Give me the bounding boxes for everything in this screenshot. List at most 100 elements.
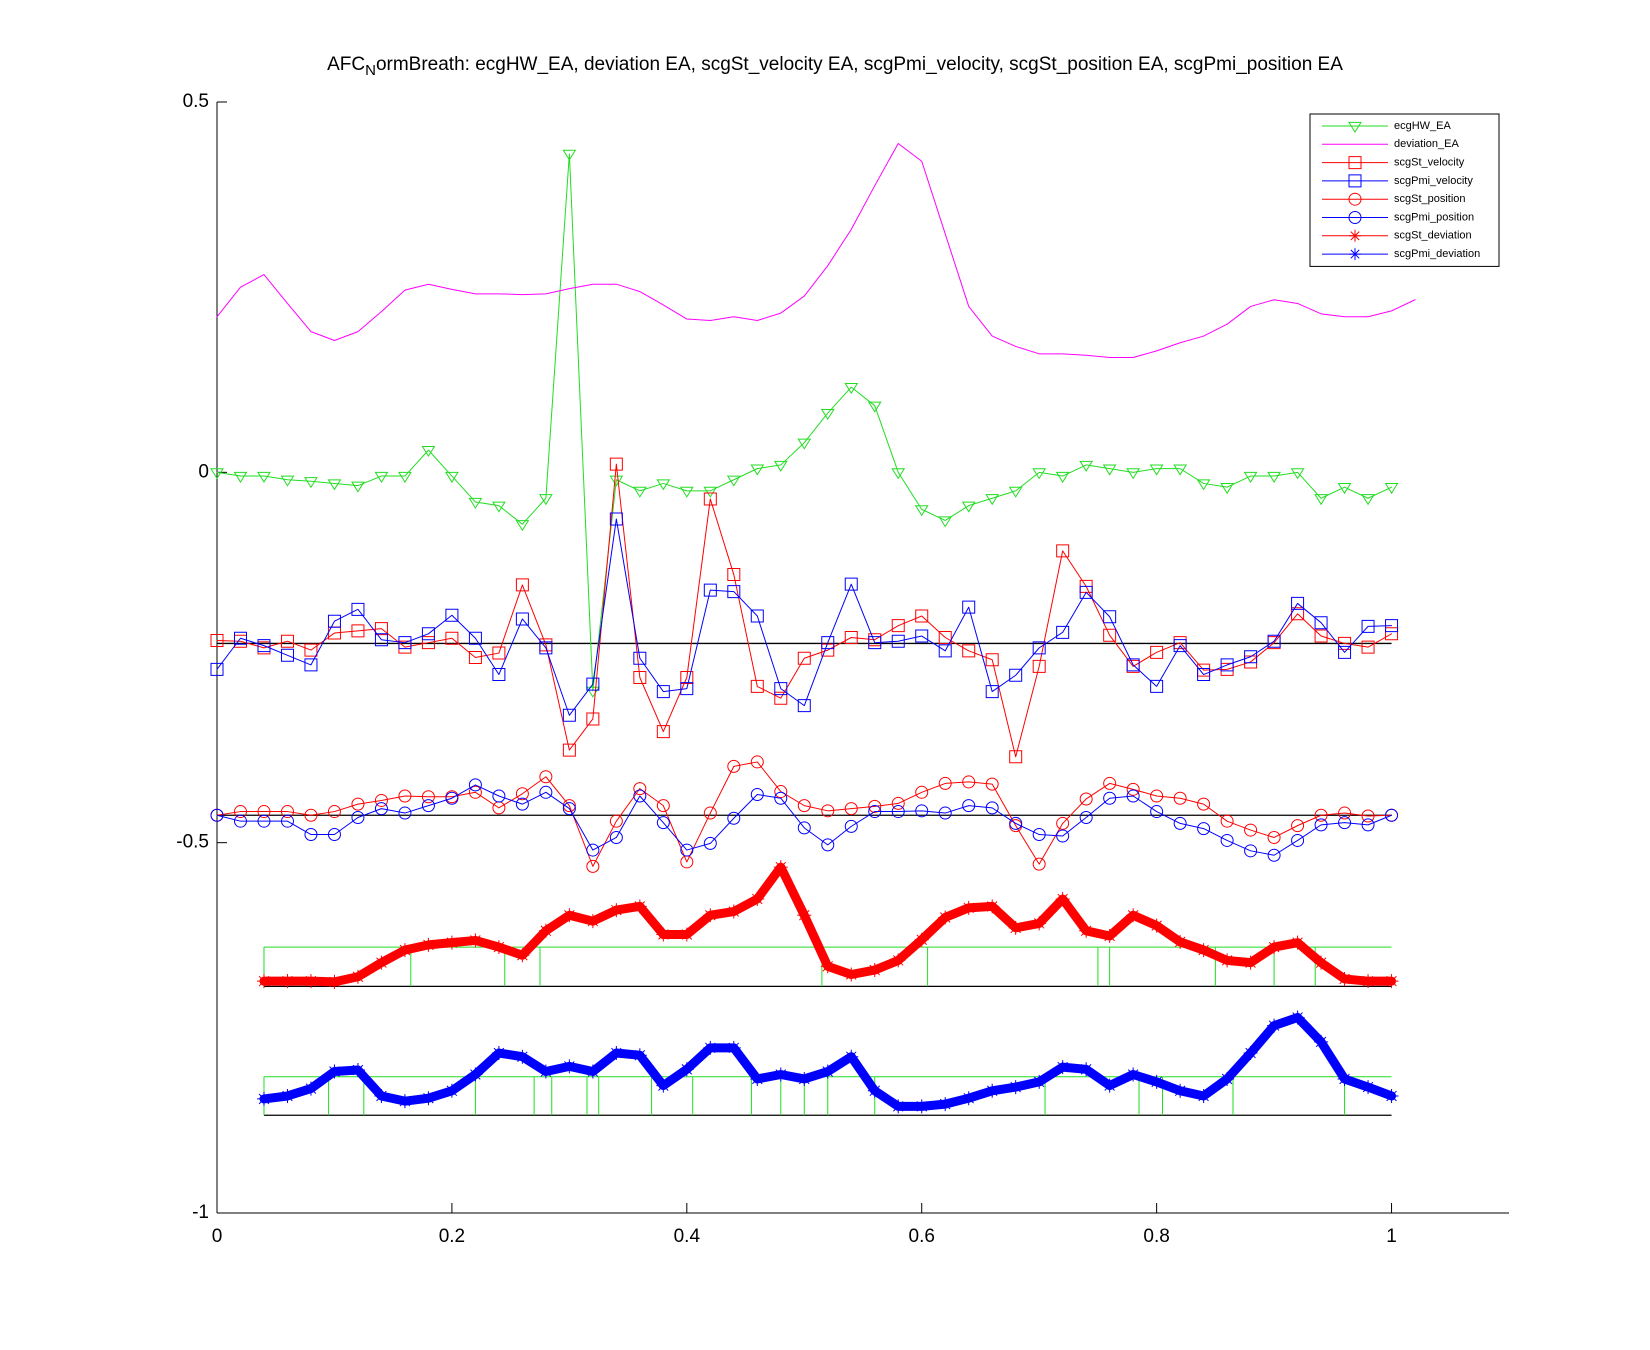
marker (914, 932, 929, 947)
marker (938, 644, 952, 658)
marker (633, 670, 647, 684)
marker (421, 627, 435, 641)
legend-label: scgPmi_position (1394, 211, 1474, 223)
marker (797, 908, 812, 923)
marker (374, 793, 388, 807)
marker (1032, 828, 1046, 842)
marker (1385, 808, 1399, 822)
marker (1361, 809, 1375, 823)
marker (280, 648, 294, 662)
marker (303, 1081, 318, 1096)
marker (1150, 645, 1164, 659)
marker (1291, 819, 1305, 833)
x-tick-label: 1 (1386, 1226, 1397, 1247)
series-line (216, 142, 1416, 359)
marker (304, 828, 318, 842)
marker (938, 1097, 953, 1112)
marker (586, 859, 600, 873)
marker (914, 1099, 929, 1114)
marker (491, 1046, 506, 1061)
marker (703, 1040, 718, 1055)
marker (539, 641, 553, 655)
marker (562, 708, 576, 722)
marker (562, 149, 577, 161)
marker (304, 808, 318, 822)
marker (1291, 607, 1305, 621)
marker (727, 811, 741, 825)
marker (1291, 596, 1305, 610)
marker (985, 685, 999, 699)
marker (445, 471, 459, 483)
marker (961, 900, 976, 915)
marker (374, 955, 389, 970)
marker (421, 446, 436, 458)
marker (233, 814, 247, 828)
marker (985, 1083, 1000, 1098)
marker (632, 899, 647, 914)
marker (914, 505, 929, 517)
marker (1220, 483, 1235, 495)
marker (773, 460, 788, 472)
marker (656, 927, 671, 942)
marker (210, 662, 224, 676)
marker (867, 963, 882, 978)
marker (1008, 1080, 1023, 1095)
marker (1149, 1074, 1164, 1089)
marker (304, 477, 318, 489)
marker (1032, 641, 1046, 655)
marker (891, 1099, 906, 1114)
series-line (216, 463, 1393, 758)
marker (421, 636, 435, 650)
marker (727, 759, 741, 773)
marker (468, 497, 483, 509)
marker (468, 778, 482, 792)
marker (891, 796, 905, 810)
marker (515, 520, 530, 532)
marker (915, 609, 929, 623)
x-tick-label: 0.8 (1143, 1226, 1169, 1247)
legend-marker (1348, 156, 1362, 170)
marker (844, 577, 858, 591)
marker (1314, 616, 1328, 630)
marker (1361, 619, 1375, 633)
marker (750, 755, 764, 769)
marker (821, 804, 835, 818)
marker (679, 1062, 694, 1077)
marker (303, 974, 318, 989)
marker (633, 789, 647, 803)
marker (1267, 830, 1281, 844)
marker (1267, 634, 1281, 648)
marker (398, 471, 412, 483)
marker (327, 614, 341, 628)
marker (868, 799, 882, 813)
marker (915, 629, 929, 643)
marker (1103, 776, 1117, 790)
marker (703, 583, 717, 597)
marker (1150, 789, 1164, 803)
series-line (216, 761, 1393, 867)
marker (538, 923, 553, 938)
marker (656, 479, 671, 491)
marker (773, 1067, 788, 1082)
marker (844, 631, 858, 645)
marker (750, 891, 765, 906)
legend-marker (1348, 121, 1362, 133)
marker (774, 682, 788, 696)
marker (421, 799, 435, 813)
marker (515, 787, 529, 801)
marker (609, 475, 624, 487)
marker (868, 805, 882, 819)
marker (398, 806, 412, 820)
marker (1150, 679, 1164, 693)
marker (1244, 844, 1258, 858)
marker (562, 802, 576, 816)
marker (773, 860, 788, 875)
marker (1267, 940, 1282, 955)
marker (1314, 955, 1329, 970)
marker (1243, 955, 1258, 970)
marker (280, 1088, 295, 1103)
marker (1126, 1067, 1141, 1082)
marker (891, 634, 905, 648)
marker (468, 933, 483, 948)
marker (1173, 639, 1187, 653)
